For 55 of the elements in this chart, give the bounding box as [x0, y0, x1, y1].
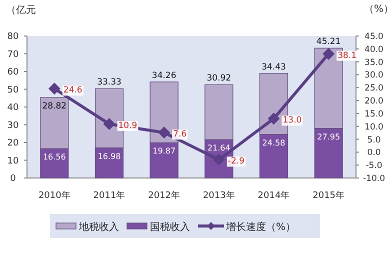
data-label: 28.82	[42, 101, 67, 112]
y-tick-label: 40	[7, 103, 19, 113]
y-tick-label: 50	[7, 85, 19, 96]
y2-tick-label: 45.0	[364, 32, 384, 42]
point	[322, 48, 335, 60]
x-tick-label: 2011年	[93, 190, 126, 201]
y-tick-label: 10	[7, 156, 19, 166]
x-tick-label: 2015年	[312, 190, 345, 201]
point	[48, 82, 60, 95]
data-label: 38.1	[338, 50, 357, 61]
legend-label: 国税收入	[150, 222, 190, 233]
data-label: 10.9	[118, 121, 138, 132]
y2-tick-label: 40.0	[364, 44, 384, 55]
y2-tick-label: 5.0	[367, 135, 381, 146]
data-label: 7.6	[173, 130, 187, 140]
y-tick-label: 0	[10, 174, 16, 184]
y2-tick-label: -10.0	[363, 174, 385, 184]
y2-tick-label: 10.0	[364, 122, 384, 132]
data-label: 30.92	[206, 74, 232, 84]
point	[158, 126, 170, 139]
x-tick-label: 2010年	[38, 190, 70, 201]
y-axis-title: （亿元	[6, 5, 36, 16]
data-label: -2.9	[228, 156, 244, 167]
data-label: 27.95	[317, 132, 340, 142]
data-label: 19.87	[152, 146, 176, 156]
data-label: 34.26	[152, 70, 176, 81]
y2-axis-title: （%）	[364, 4, 392, 15]
data-label: 34.43	[262, 62, 286, 72]
y2-tick-label: -5.0	[366, 161, 382, 172]
y2-tick-label: 15.0	[364, 109, 384, 120]
data-label: 24.6	[63, 86, 82, 96]
data-label: 16.98	[98, 152, 121, 161]
data-label: 13.0	[282, 116, 302, 126]
data-label: 21.64	[207, 144, 230, 153]
y-tick-label: 70	[7, 50, 19, 60]
legend-label: 地税收入	[79, 222, 119, 233]
y-tick-label: 30	[7, 120, 19, 131]
x-tick-label: 2013年	[202, 190, 235, 201]
y-tick-label: 60	[7, 68, 19, 78]
y2-tick-label: 20.0	[364, 96, 384, 107]
y2-tick-label: 25.0	[364, 84, 384, 94]
data-label: 24.58	[262, 138, 286, 148]
x-tick-label: 2014年	[258, 190, 290, 201]
data-label: 45.21	[316, 37, 341, 48]
data-label: 16.56	[42, 152, 66, 162]
point	[103, 118, 116, 130]
y2-tick-label: 30.0	[364, 70, 384, 81]
legend-label: 增长速度（%）	[226, 222, 296, 233]
x-tick-label: 2012年	[148, 190, 180, 201]
y2-tick-label: 0.0	[367, 148, 381, 158]
y-tick-label: 20	[7, 138, 19, 148]
point	[268, 112, 280, 125]
data-label: 33.33	[97, 78, 122, 88]
y2-tick-label: 35.0	[364, 58, 384, 68]
y-tick-label: 80	[7, 32, 19, 42]
